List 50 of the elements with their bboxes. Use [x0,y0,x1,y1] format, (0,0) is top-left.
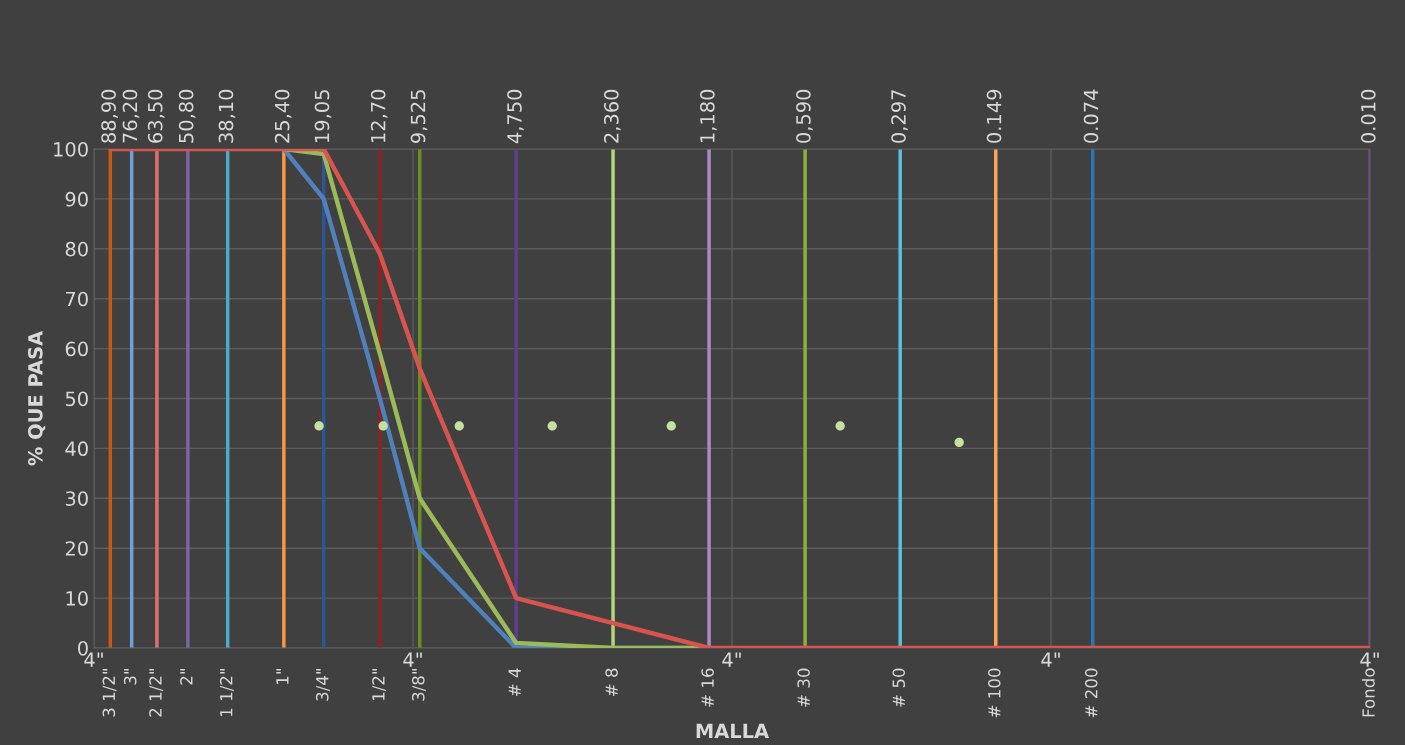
annotation: Fondo [1361,668,1375,717]
annotation: # 50 [892,668,906,707]
x-axis-title: MALLA [696,723,770,738]
y-tick-label: 50 [65,391,88,407]
annotation: 1/2" [372,669,387,701]
y-tick-label: 60 [65,341,88,357]
annotation: # 8 [605,668,618,697]
text: 4" [1041,652,1060,667]
x-tick-label: 12,70 [370,89,388,142]
x-tick-label: 76,20 [122,89,140,143]
x-tick-label: 0,590 [796,89,813,143]
y-tick-label: 40 [65,441,88,457]
x-tick-label: 9,525 [410,90,428,143]
annotation: 3 1/2" [102,669,117,717]
y-tick-label: 100 [54,141,88,157]
annotation: 2 1/2" [149,669,164,717]
x-tick-label: 88,90 [101,89,118,143]
x-tick-label: 19,05 [314,90,332,142]
x-tick-label: 0,297 [891,90,908,143]
x-tick-label: 4,750 [507,89,524,144]
annotation: # 4 [508,668,521,697]
annotation: 3/4" [315,669,330,701]
y-axis-title: % QUE PASA [27,331,46,466]
x-tick-label: 0.074 [1083,89,1099,143]
y-tick-label: 80 [65,241,88,257]
annotation: 2" [180,669,193,685]
y-tick-label: 30 [65,491,88,506]
x-tick-label: 0.010 [1360,89,1376,143]
annotation: 3/8" [411,669,426,701]
y-tick-label: 20 [65,541,88,556]
x-tick-label: 0.149 [986,89,1002,143]
annotation: # 30 [797,668,810,707]
annotation: 1" [276,669,289,684]
annotation: # 16 [701,668,714,707]
text: 4" [403,652,422,667]
annotation: # 100 [987,668,1001,718]
y-tick-label: 70 [65,291,88,307]
x-tick-label: 50,80 [178,89,196,143]
x-tick-label: 25,40 [274,89,292,143]
x-tick-label: 1,180 [700,89,717,142]
text: 4" [722,652,741,667]
annotation: # 200 [1084,668,1098,718]
x-tick-label: 63,50 [147,89,165,143]
text: 4" [1360,652,1379,667]
x-tick-label: 38,10 [218,89,236,143]
annotation: 3" [123,669,137,685]
y-tick-label: 90 [65,191,88,207]
annotation: 1 1/2" [219,669,234,716]
y-tick-label: 10 [66,591,88,606]
x-tick-label: 2,360 [603,89,621,143]
